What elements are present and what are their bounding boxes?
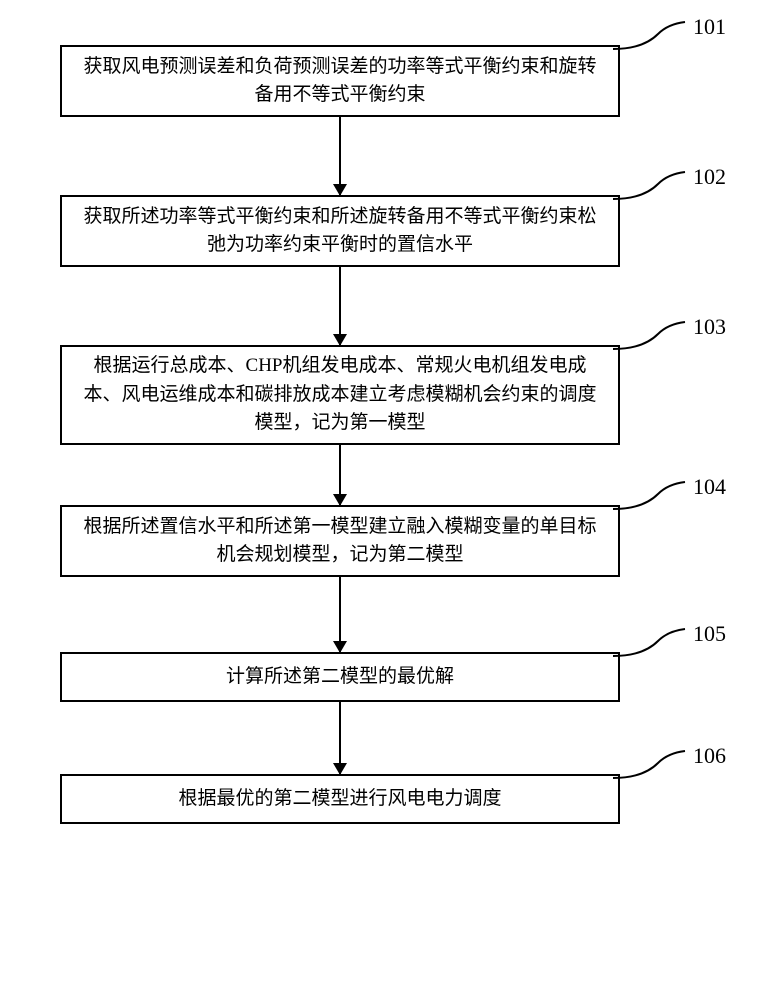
flow-arrow xyxy=(339,117,341,195)
arrow-container xyxy=(60,117,620,195)
label-connector-3 xyxy=(613,319,688,354)
step-label-2: 102 xyxy=(693,164,726,190)
label-connector-4 xyxy=(613,479,688,514)
box-text: 根据最优的第二模型进行风电电力调度 xyxy=(178,785,501,814)
step-label-4: 104 xyxy=(693,474,726,500)
label-connector-2 xyxy=(613,169,688,204)
step-label-6: 106 xyxy=(693,743,726,769)
label-connector-6 xyxy=(613,748,688,783)
label-connector-5 xyxy=(613,626,688,661)
flowchart-container: 获取风电预测误差和负荷预测误差的功率等式平衡约束和旋转备用不等式平衡约束 101… xyxy=(60,45,620,824)
label-connector-1 xyxy=(613,19,688,54)
box-text: 获取所述功率等式平衡约束和所述旋转备用不等式平衡约束松弛为功率约束平衡时的置信水… xyxy=(82,203,598,260)
arrow-container xyxy=(60,577,620,652)
box-text: 根据所述置信水平和所述第一模型建立融入模糊变量的单目标机会规划模型，记为第二模型 xyxy=(82,513,598,570)
arrow-container xyxy=(60,445,620,505)
arrow-container xyxy=(60,267,620,345)
step-label-3: 103 xyxy=(693,314,726,340)
flowchart-box-4: 根据所述置信水平和所述第一模型建立融入模糊变量的单目标机会规划模型，记为第二模型… xyxy=(60,505,620,577)
step-label-1: 101 xyxy=(693,14,726,40)
box-text: 获取风电预测误差和负荷预测误差的功率等式平衡约束和旋转备用不等式平衡约束 xyxy=(82,53,598,110)
arrow-container xyxy=(60,702,620,774)
flow-arrow xyxy=(339,267,341,345)
flowchart-box-2: 获取所述功率等式平衡约束和所述旋转备用不等式平衡约束松弛为功率约束平衡时的置信水… xyxy=(60,195,620,267)
flow-arrow xyxy=(339,445,341,505)
flow-arrow xyxy=(339,577,341,652)
flowchart-box-6: 根据最优的第二模型进行风电电力调度 106 xyxy=(60,774,620,824)
flowchart-box-1: 获取风电预测误差和负荷预测误差的功率等式平衡约束和旋转备用不等式平衡约束 101 xyxy=(60,45,620,117)
flowchart-box-5: 计算所述第二模型的最优解 105 xyxy=(60,652,620,702)
step-label-5: 105 xyxy=(693,621,726,647)
box-text: 根据运行总成本、CHP机组发电成本、常规火电机组发电成本、风电运维成本和碳排放成… xyxy=(82,352,598,438)
flow-arrow xyxy=(339,702,341,774)
box-text: 计算所述第二模型的最优解 xyxy=(226,663,454,692)
flowchart-box-3: 根据运行总成本、CHP机组发电成本、常规火电机组发电成本、风电运维成本和碳排放成… xyxy=(60,345,620,445)
